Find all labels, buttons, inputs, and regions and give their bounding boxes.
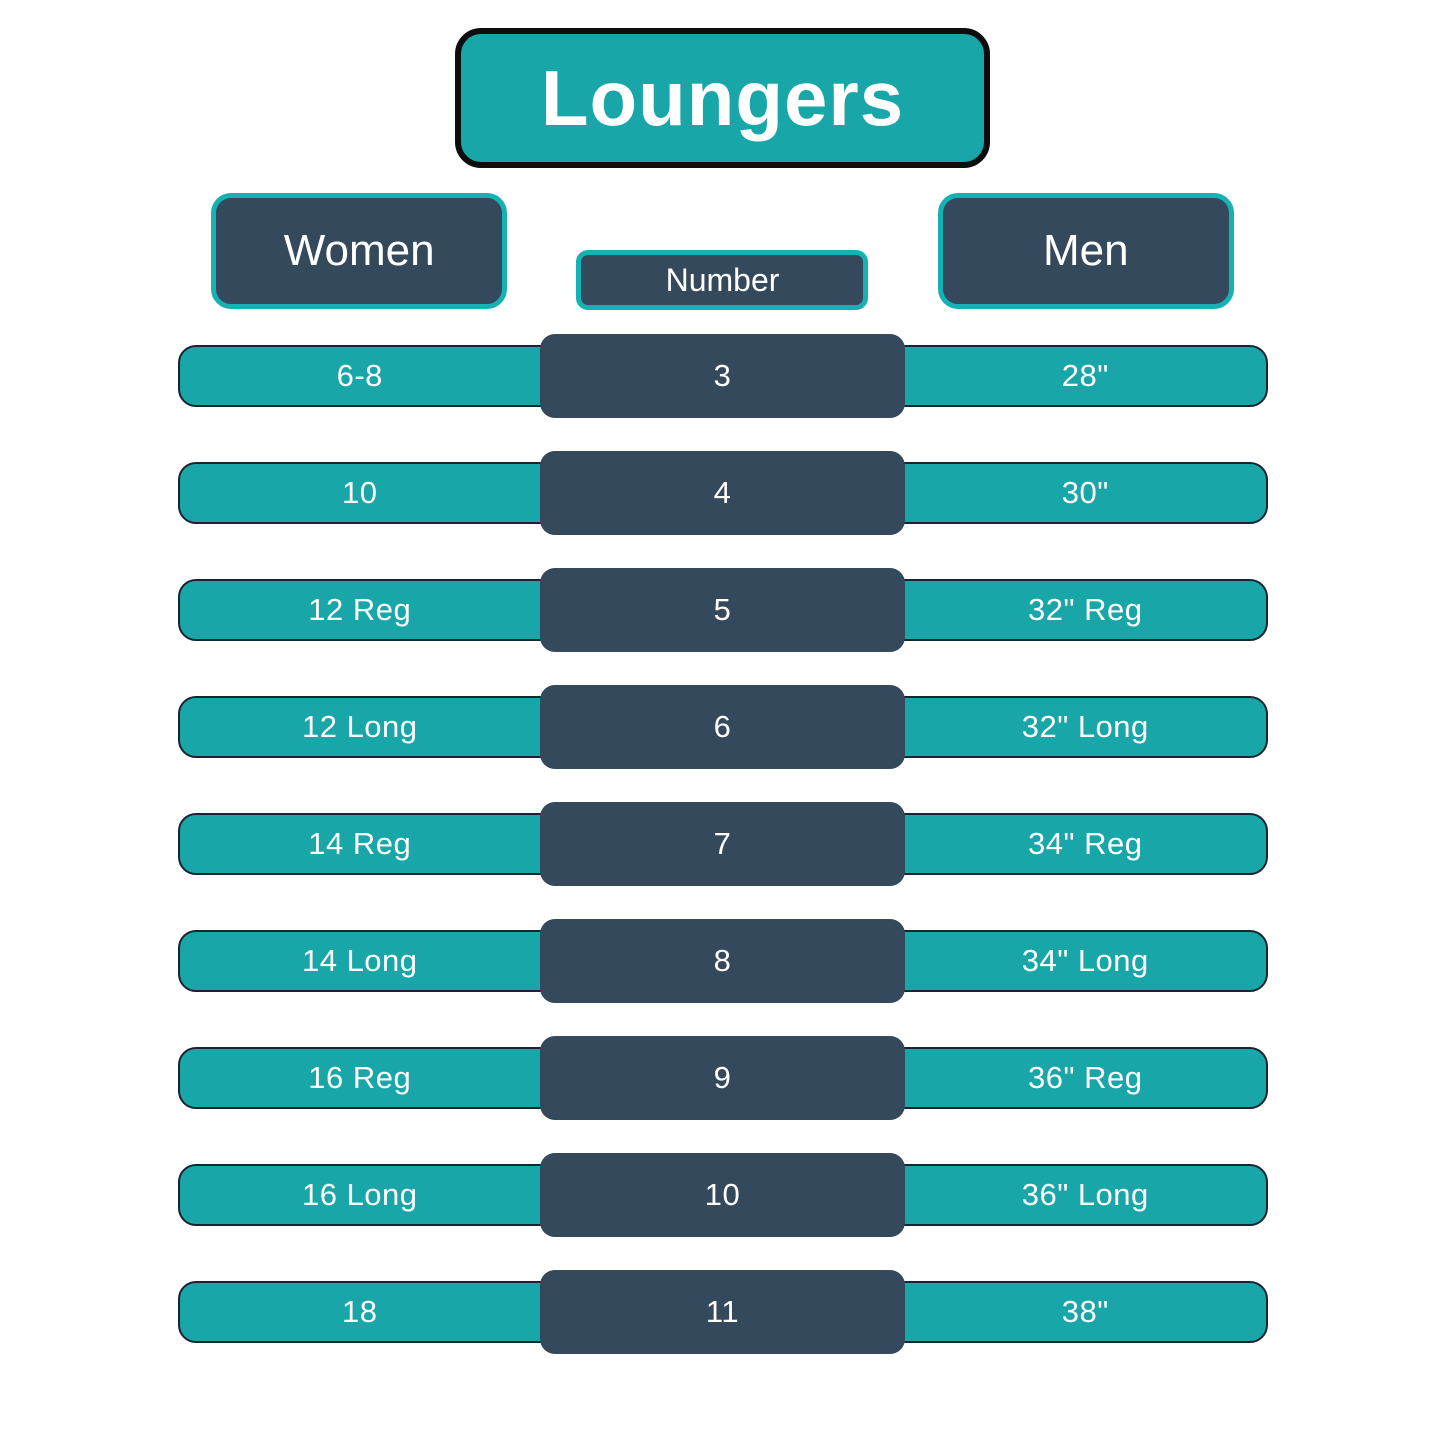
column-headers: Women Number Men (178, 193, 1268, 310)
number-value: 8 (713, 943, 732, 978)
women-size-value: 6-8 (336, 358, 383, 393)
men-size-value: 36" Reg (1028, 1060, 1143, 1095)
table-row: 14 Reg 7 34" Reg (177, 802, 1268, 886)
number-value: 3 (713, 358, 732, 393)
men-size-value: 30" (1061, 475, 1109, 510)
number-cell: 11 (540, 1270, 905, 1354)
number-value: 6 (713, 709, 732, 744)
men-size-cell: 38" (905, 1283, 1266, 1341)
men-size-value: 38" (1061, 1294, 1109, 1329)
table-row: 16 Long 10 36" Long (177, 1153, 1268, 1237)
men-size-cell: 32" Reg (905, 581, 1266, 639)
men-size-cell: 36" Long (905, 1166, 1266, 1224)
column-header-women: Women (211, 193, 508, 309)
women-size-cell: 12 Reg (180, 581, 541, 639)
number-value: 11 (705, 1294, 740, 1329)
column-header-number-label: Number (665, 261, 780, 298)
number-value: 4 (713, 475, 732, 510)
number-cell: 4 (540, 451, 905, 535)
women-size-value: 10 (342, 475, 378, 510)
number-value: 7 (713, 826, 732, 861)
men-size-value: 32" Reg (1028, 592, 1143, 627)
number-cell: 3 (540, 334, 905, 418)
size-table: 6-8 3 28" 10 4 30" 12 Reg 5 32" Reg (177, 334, 1268, 1354)
women-size-cell: 16 Reg (180, 1049, 541, 1107)
number-cell: 8 (540, 919, 905, 1003)
women-size-value: 14 Long (301, 943, 418, 978)
column-header-women-label: Women (283, 226, 435, 275)
number-cell: 6 (540, 685, 905, 769)
men-size-cell: 34" Reg (905, 815, 1266, 873)
table-row: 16 Reg 9 36" Reg (177, 1036, 1268, 1120)
women-size-value: 12 Reg (308, 592, 412, 627)
column-header-men-label: Men (1043, 226, 1129, 275)
women-size-value: 16 Long (301, 1177, 418, 1212)
women-size-cell: 10 (180, 464, 541, 522)
men-size-value: 36" Long (1021, 1177, 1149, 1212)
men-size-value: 28" (1061, 358, 1109, 393)
women-size-cell: 12 Long (180, 698, 541, 756)
women-size-cell: 18 (180, 1283, 541, 1341)
women-size-cell: 14 Reg (180, 815, 541, 873)
men-size-cell: 28" (905, 347, 1266, 405)
number-value: 10 (704, 1177, 741, 1212)
women-size-value: 16 Reg (308, 1060, 412, 1095)
number-cell: 9 (540, 1036, 905, 1120)
number-header-slot: Number (541, 193, 904, 310)
men-size-cell: 30" (905, 464, 1266, 522)
number-value: 5 (713, 592, 732, 627)
page-title: Loungers (540, 53, 905, 142)
number-cell: 10 (540, 1153, 905, 1237)
table-row: 12 Long 6 32" Long (177, 685, 1268, 769)
men-size-value: 34" Long (1021, 943, 1149, 978)
men-size-cell: 34" Long (905, 932, 1266, 990)
men-size-cell: 32" Long (905, 698, 1266, 756)
table-row: 12 Reg 5 32" Reg (177, 568, 1268, 652)
women-size-cell: 16 Long (180, 1166, 541, 1224)
women-size-cell: 14 Long (180, 932, 541, 990)
number-cell: 5 (540, 568, 905, 652)
table-row: 6-8 3 28" (177, 334, 1268, 418)
men-header-slot: Men (904, 193, 1267, 310)
women-size-value: 12 Long (301, 709, 418, 744)
women-size-cell: 6-8 (180, 347, 541, 405)
women-header-slot: Women (178, 193, 541, 310)
men-size-cell: 36" Reg (905, 1049, 1266, 1107)
column-header-men: Men (937, 193, 1234, 309)
men-size-value: 34" Reg (1028, 826, 1143, 861)
table-row: 14 Long 8 34" Long (177, 919, 1268, 1003)
number-value: 9 (713, 1060, 732, 1095)
table-row: 18 11 38" (177, 1270, 1268, 1354)
men-size-value: 32" Long (1021, 709, 1149, 744)
column-header-number: Number (576, 250, 869, 310)
number-cell: 7 (540, 802, 905, 886)
chart-title-box: Loungers (455, 28, 990, 168)
women-size-value: 14 Reg (308, 826, 412, 861)
table-row: 10 4 30" (177, 451, 1268, 535)
women-size-value: 18 (342, 1294, 378, 1329)
